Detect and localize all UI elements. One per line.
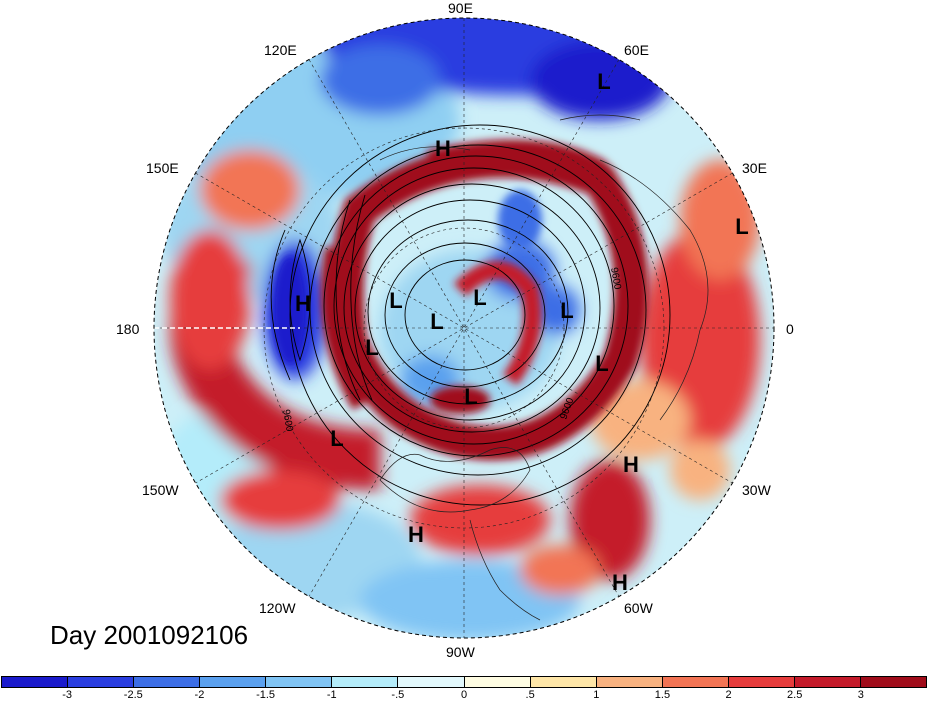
map-border: [153, 17, 775, 639]
pressure-system-marker: L: [464, 384, 478, 409]
colorbar-swatch: [332, 677, 399, 687]
pressure-system-marker: H: [612, 570, 628, 595]
contour-label: 9600: [608, 267, 623, 291]
coastlines: [379, 114, 709, 621]
pressure-system-marker: L: [595, 351, 609, 376]
longitude-label-60e: 60E: [624, 42, 649, 58]
height-contours: [270, 124, 671, 506]
pressure-system-marker: L: [430, 309, 444, 334]
longitude-label-30w: 30W: [742, 482, 771, 498]
colorbar-swatch: [398, 677, 465, 687]
pressure-system-marker: H: [295, 291, 311, 316]
longitude-label-180: 180: [116, 321, 140, 337]
colorbar-swatch: [794, 677, 862, 687]
map-title: Day 2001092106: [50, 620, 249, 650]
colorbar-swatch: [861, 677, 927, 687]
colorbar-tick-label: 2.5: [787, 689, 803, 701]
colorbar-tick-label: -2.5: [123, 689, 143, 701]
colorbar-tick-label: 3: [857, 689, 864, 701]
pressure-system-marker: H: [623, 452, 639, 477]
pressure-system-marker: L: [365, 335, 379, 360]
longitude-label-90e: 90E: [448, 0, 473, 16]
colorbar-swatch: [596, 677, 663, 687]
colorbar-tick-label: 0: [460, 689, 468, 701]
colorbar-swatch: [530, 677, 597, 687]
pressure-system-marker: L: [597, 69, 611, 94]
colorbar-swatch: [266, 677, 333, 687]
pressure-system-marker: L: [735, 214, 749, 239]
colorbar-tick-label: -2: [194, 689, 205, 701]
colorbar-swatch: [200, 677, 267, 687]
longitude-label-120w: 120W: [259, 600, 296, 616]
colorbar-swatch: [134, 677, 201, 687]
colorbar-swatch: [728, 677, 795, 687]
colorbar-tick-label: 1.5: [654, 689, 671, 701]
colorbar-tick-label: -3: [62, 689, 73, 701]
pressure-system-marker: L: [389, 288, 403, 313]
longitude-label-0: 0: [786, 321, 794, 337]
colorbar-tick-label: 1: [593, 689, 600, 701]
pressure-system-marker: H: [408, 522, 424, 547]
colorbar-tick-label: -.5: [391, 689, 405, 701]
pressure-system-marker: L: [330, 426, 344, 451]
colorbar-tick-label: -1.5: [256, 689, 276, 701]
pressure-system-marker: L: [560, 298, 574, 323]
contour-label: 9600: [280, 409, 295, 433]
colorbar-tick-label: 2: [725, 689, 732, 701]
longitude-label-120e: 120E: [264, 42, 297, 58]
colorbar-swatch: [662, 677, 729, 687]
anomaly-field: [154, 18, 774, 638]
longitude-label-150w: 150W: [142, 482, 179, 498]
longitude-label-150e: 150E: [146, 160, 179, 176]
colorbar-tick-label: -1: [326, 689, 337, 701]
graticule: [154, 18, 774, 638]
colorbar-swatch: [464, 677, 531, 687]
colorbar-swatch: [68, 677, 135, 687]
longitude-label-90w: 90W: [446, 644, 475, 660]
pressure-system-marker: L: [473, 285, 487, 310]
longitude-label-60w: 60W: [624, 600, 653, 616]
pressure-system-marker: H: [435, 136, 451, 161]
colorbar: [1, 676, 927, 688]
longitude-label-30e: 30E: [742, 160, 767, 176]
colorbar-tick-label: .5: [525, 689, 535, 701]
colorbar-swatch: [2, 677, 69, 687]
